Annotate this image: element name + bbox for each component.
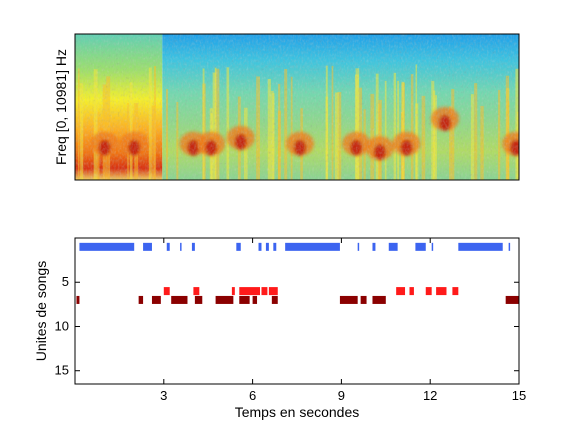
raster-mark-unit-1 [285, 242, 340, 251]
raster-mark-unit-6 [268, 287, 278, 296]
spectrogram-frame [74, 33, 520, 181]
raster-mark-unit-6 [436, 287, 447, 296]
raster-mark-unit-6 [452, 287, 459, 296]
raster-mark-unit-7 [505, 295, 519, 304]
raster-mark-unit-1 [258, 242, 262, 251]
raster-mark-unit-1 [415, 242, 426, 251]
raster-plot-area [75, 238, 519, 384]
raster-mark-unit-7 [138, 295, 144, 304]
raster-mark-unit-1 [166, 242, 170, 251]
raster-mark-unit-7 [151, 295, 161, 304]
x-tick-label: 15 [512, 388, 526, 403]
raster-mark-unit-1 [143, 242, 152, 251]
raster-mark-unit-6 [231, 287, 235, 296]
spectrogram-panel: Freq [0, 10981] Hz [53, 33, 520, 181]
raster-mark-unit-1 [372, 242, 376, 251]
raster-mark-unit-1 [191, 242, 195, 251]
raster-panel: 3 6 9 12 15 5 10 15 Temps en secondes Unites de… [33, 237, 526, 420]
x-tick-label: 6 [249, 388, 256, 403]
raster-mark-unit-6 [163, 287, 170, 296]
raster-mark-unit-6 [425, 287, 432, 296]
raster-mark-unit-7 [252, 295, 258, 304]
raster-mark-unit-7 [271, 295, 278, 304]
spectrogram-image [75, 34, 519, 180]
x-tick-label: 9 [338, 388, 345, 403]
raster-mark-unit-1 [273, 242, 277, 251]
raster-mark-unit-7 [76, 295, 80, 304]
raster-mark-unit-1 [431, 242, 434, 251]
raster-ylabel: Unites de songs [33, 261, 49, 361]
raster-mark-unit-1 [236, 242, 241, 251]
raster-mark-unit-7 [339, 295, 358, 304]
y-tick-label: 5 [62, 274, 69, 289]
raster-mark-unit-1 [180, 242, 182, 251]
spectrogram-ylabel: Freq [0, 10981] Hz [53, 49, 69, 165]
x-tick-label: 3 [160, 388, 167, 403]
raster-mark-unit-6 [261, 287, 268, 296]
raster-mark-unit-6 [409, 287, 414, 296]
raster-mark-unit-7 [215, 295, 234, 304]
raster-xlabel: Temps en secondes [235, 404, 360, 420]
raster-frame [74, 237, 520, 385]
y-tick-label: 15 [55, 363, 69, 378]
raster-mark-unit-6 [193, 287, 200, 296]
y-tick-label: 10 [55, 318, 69, 333]
raster-mark-unit-1 [388, 242, 398, 251]
raster-mark-unit-1 [508, 242, 511, 251]
raster-mark-unit-6 [239, 287, 260, 296]
raster-mark-unit-6 [396, 287, 406, 296]
raster-mark-unit-1 [458, 242, 503, 251]
raster-mark-unit-1 [79, 242, 135, 251]
x-tick-label: 12 [423, 388, 437, 403]
raster-mark-unit-7 [239, 295, 250, 304]
raster-mark-unit-7 [194, 295, 203, 304]
raster-mark-unit-1 [265, 242, 269, 251]
raster-mark-unit-7 [360, 295, 367, 304]
raster-mark-unit-7 [372, 295, 386, 304]
raster-mark-unit-7 [171, 295, 188, 304]
raster-mark-unit-1 [357, 242, 360, 251]
